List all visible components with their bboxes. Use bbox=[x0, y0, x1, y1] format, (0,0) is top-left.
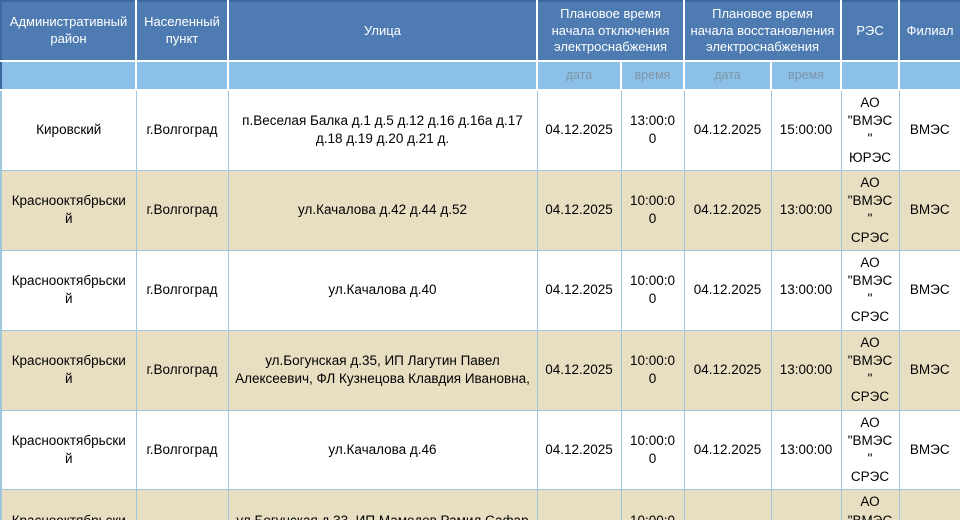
subheader-empty-settlement bbox=[135, 60, 229, 91]
table-row: Краснооктябрьскийг.Волгоградул.Богунская… bbox=[0, 489, 960, 520]
table-row: Краснооктябрьский г.Волгоград ул.Качалова … bbox=[0, 409, 960, 491]
cell-on-time: 13:00:00 bbox=[770, 169, 842, 251]
subheader-row: дата время дата время bbox=[0, 60, 960, 91]
column-header-res: РЭС bbox=[840, 0, 901, 62]
cell-on-date: 04.12.2025 bbox=[683, 249, 772, 331]
subheader-empty-admin bbox=[0, 60, 137, 91]
cell-branch: ВМЭС bbox=[898, 169, 960, 251]
subheader-restore-date: дата bbox=[683, 60, 772, 91]
table-body: Кировский г.Волгоград п.Веселая Балка д.1 … bbox=[0, 89, 960, 520]
cell-off-date: 04.12.2025 bbox=[536, 169, 622, 251]
cell-res: АО "ВМЭС" СРЭС bbox=[840, 489, 900, 520]
column-header-settlement: Населенный пункт bbox=[135, 0, 229, 62]
subheader-restore-time: время bbox=[769, 60, 843, 91]
column-header-admin-district: Административный район bbox=[0, 0, 137, 62]
cell-settlement: г.Волгоград bbox=[135, 329, 229, 411]
cell-settlement: г.Волгоград bbox=[135, 169, 229, 251]
cell-off-date: 04.12.2025 bbox=[536, 89, 622, 171]
cell-off-time: 10:00:00 bbox=[620, 409, 685, 491]
cell-settlement: г.Волгоград bbox=[135, 249, 229, 331]
cell-branch: ВМЭС bbox=[898, 89, 960, 171]
subheader-empty-branch bbox=[898, 60, 960, 91]
column-header-branch: Филиал bbox=[898, 0, 960, 62]
cell-district: Краснооктябрьский bbox=[0, 169, 137, 251]
subheader-empty-street bbox=[227, 60, 538, 91]
cell-on-date: 04.12.2025 bbox=[683, 489, 772, 520]
cell-off-date: 04.12.2025 bbox=[536, 249, 622, 331]
cell-branch: ВМЭС bbox=[898, 409, 960, 491]
subheader-empty-res bbox=[840, 60, 901, 91]
cell-district: Краснооктябрьский bbox=[0, 329, 137, 411]
cell-branch: ВМЭС bbox=[898, 249, 960, 331]
cell-district: Кировский bbox=[0, 89, 137, 171]
cell-street: ул.Богунская д.35, ИП Лагутин Павел Алек… bbox=[227, 329, 538, 411]
cell-on-time: 13:00:00 bbox=[770, 489, 842, 520]
cell-on-time: 13:00:00 bbox=[770, 409, 842, 491]
cell-off-date: 04.12.2025 bbox=[536, 409, 622, 491]
column-header-street: Улица bbox=[227, 0, 538, 62]
cell-street: ул.Качалова д.42 д.44 д.52 bbox=[227, 169, 538, 251]
cell-off-date: 04.12.2025 bbox=[536, 489, 622, 520]
subheader-outage-date: дата bbox=[536, 60, 622, 91]
cell-street: п.Веселая Балка д.1 д.5 д.12 д.16 д.16а … bbox=[227, 89, 538, 171]
cell-off-time: 10:00:00 bbox=[620, 329, 685, 411]
table-row: Краснооктябрьский г.Волгоград ул.Качалова … bbox=[0, 169, 960, 251]
cell-district: Краснооктябрьский bbox=[0, 249, 137, 331]
cell-res: АО "ВМЭС" СРЭС bbox=[840, 409, 900, 491]
subheader-outage-time: время bbox=[620, 60, 685, 91]
cell-on-date: 04.12.2025 bbox=[683, 169, 772, 251]
cell-settlement: г.Волгоград bbox=[135, 409, 229, 491]
cell-district: Краснооктябрьский bbox=[0, 489, 137, 520]
cell-on-time: 13:00:00 bbox=[770, 249, 842, 331]
table-header: Административный район Населенный пункт … bbox=[0, 0, 960, 91]
cell-res: АО "ВМЭС" СРЭС bbox=[840, 329, 900, 411]
cell-district: Краснооктябрьский bbox=[0, 409, 137, 491]
cell-off-time: 13:00:00 bbox=[620, 89, 685, 171]
cell-street: ул.Богунская д.33, ИП Мамедов Рамил Сафа… bbox=[227, 489, 538, 520]
cell-on-date: 04.12.2025 bbox=[683, 409, 772, 491]
cell-settlement: г.Волгоград bbox=[135, 489, 229, 520]
cell-on-date: 04.12.2025 bbox=[683, 89, 772, 171]
cell-off-time: 10:00:00 bbox=[620, 169, 685, 251]
cell-off-time: 10:00:00 bbox=[620, 249, 685, 331]
cell-street: ул.Качалова д.46 bbox=[227, 409, 538, 491]
cell-off-date: 04.12.2025 bbox=[536, 329, 622, 411]
table-row: Краснооктябрьский г.Волгоград ул.Качалова … bbox=[0, 249, 960, 331]
cell-branch: ВМЭС bbox=[898, 329, 960, 411]
cell-street: ул.Качалова д.40 bbox=[227, 249, 538, 331]
cell-on-time: 15:00:00 bbox=[770, 89, 842, 171]
header-row: Административный район Населенный пункт … bbox=[0, 0, 960, 62]
table-row: Кировский г.Волгоград п.Веселая Балка д.1 … bbox=[0, 89, 960, 171]
column-header-restore-start: Плановое время начала восстановления эле… bbox=[682, 0, 843, 62]
column-header-outage-start: Плановое время начала отключения электро… bbox=[536, 0, 685, 62]
cell-off-time: 10:00:00 bbox=[620, 489, 685, 520]
cell-res: АО "ВМЭС" ЮРЭС bbox=[840, 89, 900, 171]
cell-branch: ВМЭС bbox=[898, 489, 960, 520]
cell-on-date: 04.12.2025 bbox=[683, 329, 772, 411]
cell-settlement: г.Волгоград bbox=[135, 89, 229, 171]
cell-res: АО "ВМЭС" СРЭС bbox=[840, 169, 900, 251]
cell-on-time: 13:00:00 bbox=[770, 329, 842, 411]
cell-res: АО "ВМЭС" СРЭС bbox=[840, 249, 900, 331]
